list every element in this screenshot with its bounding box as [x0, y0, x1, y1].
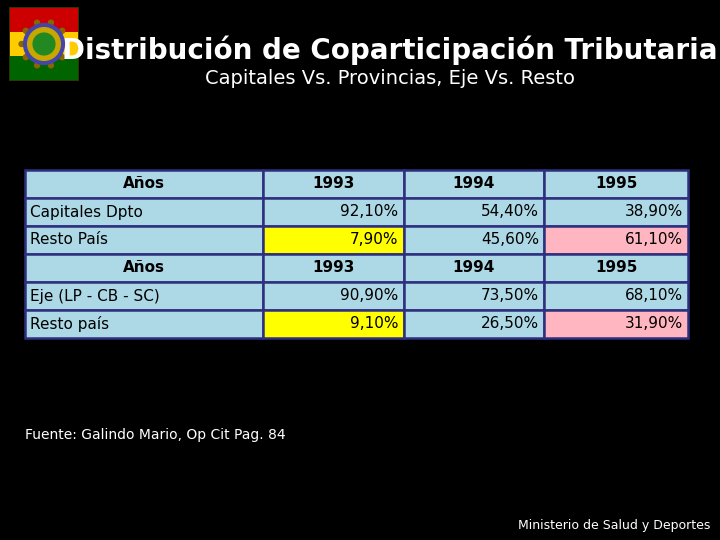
Text: 31,90%: 31,90% [625, 316, 683, 332]
Text: Fuente: Galindo Mario, Op Cit Pag. 84: Fuente: Galindo Mario, Op Cit Pag. 84 [25, 428, 286, 442]
Text: Distribución de Coparticipación Tributaria: Distribución de Coparticipación Tributar… [62, 35, 718, 65]
Bar [10, 8, 78, 32]
Circle shape [48, 63, 53, 68]
Bar [10, 56, 78, 80]
Bar [263, 198, 403, 226]
Bar [403, 254, 544, 282]
Text: 26,50%: 26,50% [481, 316, 539, 332]
Text: 7,90%: 7,90% [350, 233, 399, 247]
Text: Capitales Vs. Provincias, Eje Vs. Resto: Capitales Vs. Provincias, Eje Vs. Resto [205, 69, 575, 87]
Bar [263, 254, 403, 282]
Bar [544, 226, 688, 254]
Text: Eje (LP - CB - SC): Eje (LP - CB - SC) [30, 288, 160, 303]
Bar [403, 170, 544, 198]
Circle shape [33, 33, 55, 55]
Text: Ministerio de Salud y Deportes: Ministerio de Salud y Deportes [518, 519, 710, 532]
Text: 1994: 1994 [453, 260, 495, 275]
Circle shape [19, 42, 24, 46]
Bar [263, 282, 403, 310]
Circle shape [35, 20, 40, 25]
Circle shape [27, 28, 60, 60]
Circle shape [60, 28, 65, 33]
Bar [403, 282, 544, 310]
Text: 1995: 1995 [595, 260, 637, 275]
Bar [25, 198, 263, 226]
Text: 73,50%: 73,50% [481, 288, 539, 303]
Text: 54,40%: 54,40% [481, 205, 539, 219]
Bar [544, 254, 688, 282]
Circle shape [24, 24, 64, 64]
Text: 61,10%: 61,10% [625, 233, 683, 247]
Bar [25, 226, 263, 254]
Circle shape [64, 42, 69, 46]
Bar [544, 310, 688, 338]
Circle shape [23, 28, 28, 33]
Bar [9, 7, 79, 81]
Bar [25, 254, 263, 282]
Circle shape [23, 55, 28, 60]
Text: Resto país: Resto país [30, 316, 109, 332]
Text: Años: Años [123, 177, 165, 192]
Text: 68,10%: 68,10% [625, 288, 683, 303]
Bar [544, 282, 688, 310]
Bar [10, 32, 78, 56]
Text: 9,10%: 9,10% [350, 316, 399, 332]
Bar [263, 226, 403, 254]
Bar [544, 170, 688, 198]
Circle shape [60, 55, 65, 60]
Bar [263, 310, 403, 338]
Text: 1995: 1995 [595, 177, 637, 192]
Text: 38,90%: 38,90% [625, 205, 683, 219]
Text: 45,60%: 45,60% [481, 233, 539, 247]
Text: 1994: 1994 [453, 177, 495, 192]
Bar [403, 226, 544, 254]
Bar [25, 170, 263, 198]
Bar [25, 282, 263, 310]
Text: 92,10%: 92,10% [341, 205, 399, 219]
Text: 1993: 1993 [312, 177, 354, 192]
Circle shape [48, 20, 53, 25]
Text: 90,90%: 90,90% [341, 288, 399, 303]
Text: Resto País: Resto País [30, 233, 108, 247]
Text: Años: Años [123, 260, 165, 275]
Bar [403, 310, 544, 338]
Text: 1993: 1993 [312, 260, 354, 275]
Bar [403, 198, 544, 226]
Bar [544, 198, 688, 226]
Circle shape [35, 63, 40, 68]
Text: Capitales Dpto: Capitales Dpto [30, 205, 143, 219]
Bar [25, 310, 263, 338]
Bar [263, 170, 403, 198]
